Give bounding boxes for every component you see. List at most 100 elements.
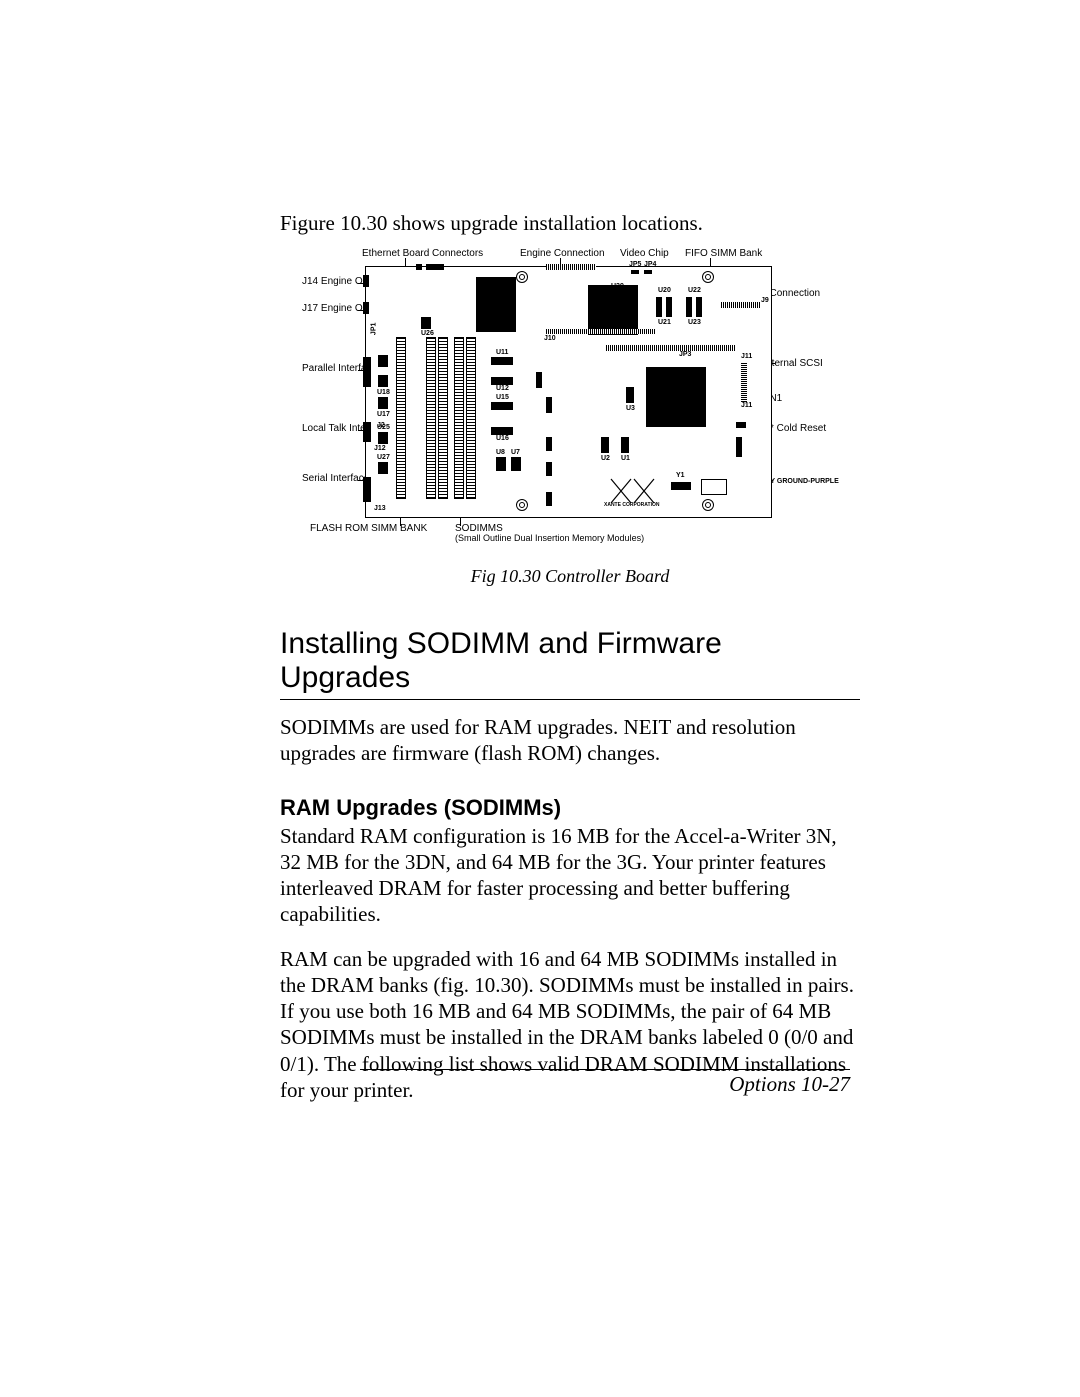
j10-label: J10 [544,335,556,343]
u11-label: U11 [496,349,508,357]
intro-text: Figure 10.30 shows upgrade installation … [280,211,860,236]
connector [416,264,422,270]
u26-chip [421,317,431,329]
label-localtalk: Local Talk Interface [302,423,362,434]
u3-label: U3 [626,405,635,413]
u8-label: U8 [496,449,505,457]
section-heading: Installing SODIMM and Firmware Upgrades [280,627,860,700]
jp4 [644,270,652,274]
u18-chip [378,375,388,387]
connector [426,264,444,270]
u1-chip [621,437,629,453]
u18-label: U18 [377,389,390,397]
parallel-conn [363,357,371,387]
u12-chip [491,377,513,385]
engine-connector [546,264,596,270]
controller-board-diagram: Ethernet Board Connectors Engine Connect… [310,248,830,548]
u2-chip [601,437,609,453]
y1-crystal [671,482,691,490]
video-chip [588,285,638,335]
paragraph-1: SODIMMs are used for RAM upgrades. NEIT … [280,714,860,767]
chip [656,297,662,317]
u17-chip [378,397,388,409]
jp5-label: JP5 [629,261,641,269]
u28-label: U28 [611,319,624,327]
label-parallel: Parallel Interface [302,363,362,374]
ide-header [606,345,736,351]
u20-label: U20 [658,287,671,295]
label-j17: J17 Engine Optional 2 [302,303,362,314]
board-outline: JP5 JP4 U29 U20 U22 [365,266,772,518]
screw-icon [516,499,528,511]
u2-label: U2 [601,455,610,463]
j17-conn [363,302,369,314]
label-fifo: FIFO SIMM Bank [685,248,762,259]
xante-logo: XANTE CORPORATION [606,477,656,505]
chip [536,372,542,388]
chip [736,437,742,457]
label-sodimms-sub: (Small Outline Dual Insertion Memory Mod… [455,534,644,544]
j10-header [546,329,656,334]
j11-label: J11 [741,353,752,361]
screw-icon [702,271,714,283]
u7-chip [511,457,521,471]
jp3-label: JP3 [679,351,691,359]
u7-label: U7 [511,449,520,457]
label-j14: J14 Engine Optional 1 [302,276,362,287]
screw-icon [702,499,714,511]
u29-label: U29 [611,283,624,291]
jp4-label: JP4 [644,261,656,269]
j9-label: J9 [761,297,769,305]
chip [696,297,702,317]
u22-label: U22 [688,287,701,295]
u16-chip [491,427,513,435]
chip [378,355,388,367]
chip [546,437,552,451]
label-video-chip: Video Chip [620,248,669,259]
chip [666,297,672,317]
u3-chip [626,387,634,403]
j2-label: J2 [377,422,385,430]
chip [686,297,692,317]
figure-caption: Fig 10.30 Controller Board [280,566,860,587]
page-footer: Options 10-27 [360,1069,850,1097]
sodimm-slot [466,337,476,499]
u15-label: U15 [496,394,509,402]
u15-chip [491,402,513,410]
sodimm-slot [426,337,436,499]
u11-chip [491,357,513,365]
localtalk-conn [363,422,371,442]
u16-label: U16 [496,435,509,443]
footer-text: Options 10-27 [729,1072,850,1096]
j11-conn [741,362,747,402]
j9-conn [721,302,761,308]
eeprom-chip [476,277,516,332]
rst-header [736,422,746,428]
u17-label: U17 [377,411,390,419]
y1-label: Y1 [676,472,685,480]
j13-label: J13 [374,505,386,513]
u8-chip [496,457,506,471]
label-engine-connection: Engine Connection [520,248,605,259]
sodimm-slot [454,337,464,499]
label-flashrom: FLASH ROM SIMM BANK [310,523,427,534]
power-conn [701,479,727,495]
large-chip [646,367,706,427]
j12-label: J12 [374,445,386,453]
screw-icon [516,271,528,283]
u1-label: U1 [621,455,630,463]
u26-label: U26 [421,330,434,338]
chip [546,397,552,413]
jp1-label: JP1 [370,323,378,335]
label-ethernet: Ethernet Board Connectors [362,248,483,259]
serial-conn [363,477,371,502]
u25-chip [378,432,388,444]
flash-rom-slot [396,337,406,499]
paragraph-2: Standard RAM configuration is 16 MB for … [280,823,860,928]
u21-label: U21 [658,319,671,327]
u27-chip [378,462,388,474]
u23-label: U23 [688,319,701,327]
chip [546,492,552,506]
u27-label: U27 [377,454,390,462]
u12-label: U12 [496,385,509,393]
